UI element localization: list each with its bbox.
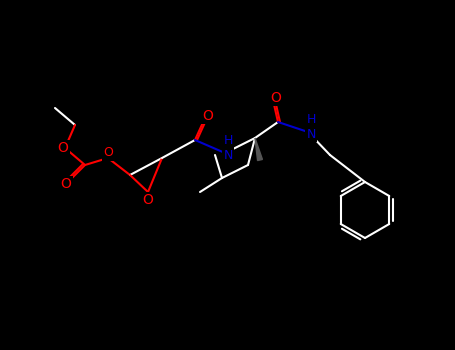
Text: O: O <box>142 193 153 207</box>
Text: O: O <box>61 177 71 191</box>
Text: O: O <box>58 141 68 155</box>
Text: O: O <box>202 109 213 123</box>
Text: O: O <box>271 91 282 105</box>
Polygon shape <box>255 138 263 161</box>
Text: H
N: H N <box>223 134 233 162</box>
Text: O: O <box>103 147 113 160</box>
Text: H
N: H N <box>306 113 316 141</box>
